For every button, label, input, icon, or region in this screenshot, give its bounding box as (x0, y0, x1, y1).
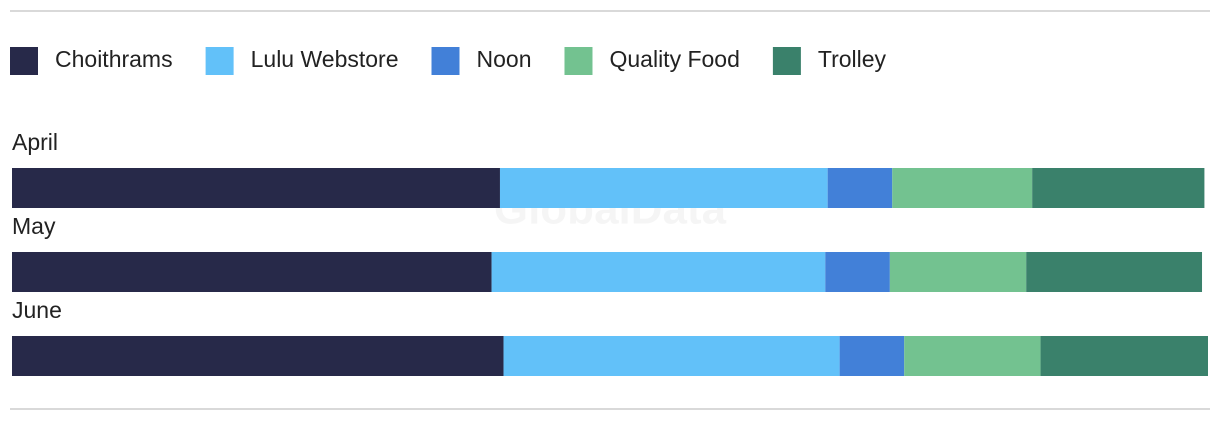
bar-segment (12, 252, 492, 292)
category-label: May (12, 213, 56, 239)
bar-segment (503, 336, 840, 376)
bar-segment (827, 168, 893, 208)
category-label: April (12, 129, 58, 155)
bar-segment (825, 252, 890, 292)
legend-label: Trolley (818, 46, 887, 72)
bar-segment (491, 252, 826, 292)
legend-swatch (431, 47, 460, 75)
legend-swatch (564, 47, 593, 75)
category-label: June (12, 297, 62, 323)
bar-segment (892, 168, 1033, 208)
bar-segment (499, 168, 828, 208)
bar-segment (1026, 252, 1203, 292)
bar-segment (889, 252, 1027, 292)
bar-segment (12, 336, 504, 376)
legend-label: Quality Food (609, 46, 739, 72)
legend-swatch (205, 47, 234, 75)
legend-swatch (10, 47, 38, 75)
legend-label: Choithrams (55, 46, 173, 72)
bar-segment (12, 168, 500, 208)
bar-segment (1040, 336, 1208, 376)
bar-segment (1032, 168, 1205, 208)
legend-swatch (772, 47, 801, 75)
bar-segment (904, 336, 1041, 376)
bar-segment (839, 336, 905, 376)
legend-label: Noon (477, 46, 532, 72)
legend-label: Lulu Webstore (251, 46, 399, 72)
